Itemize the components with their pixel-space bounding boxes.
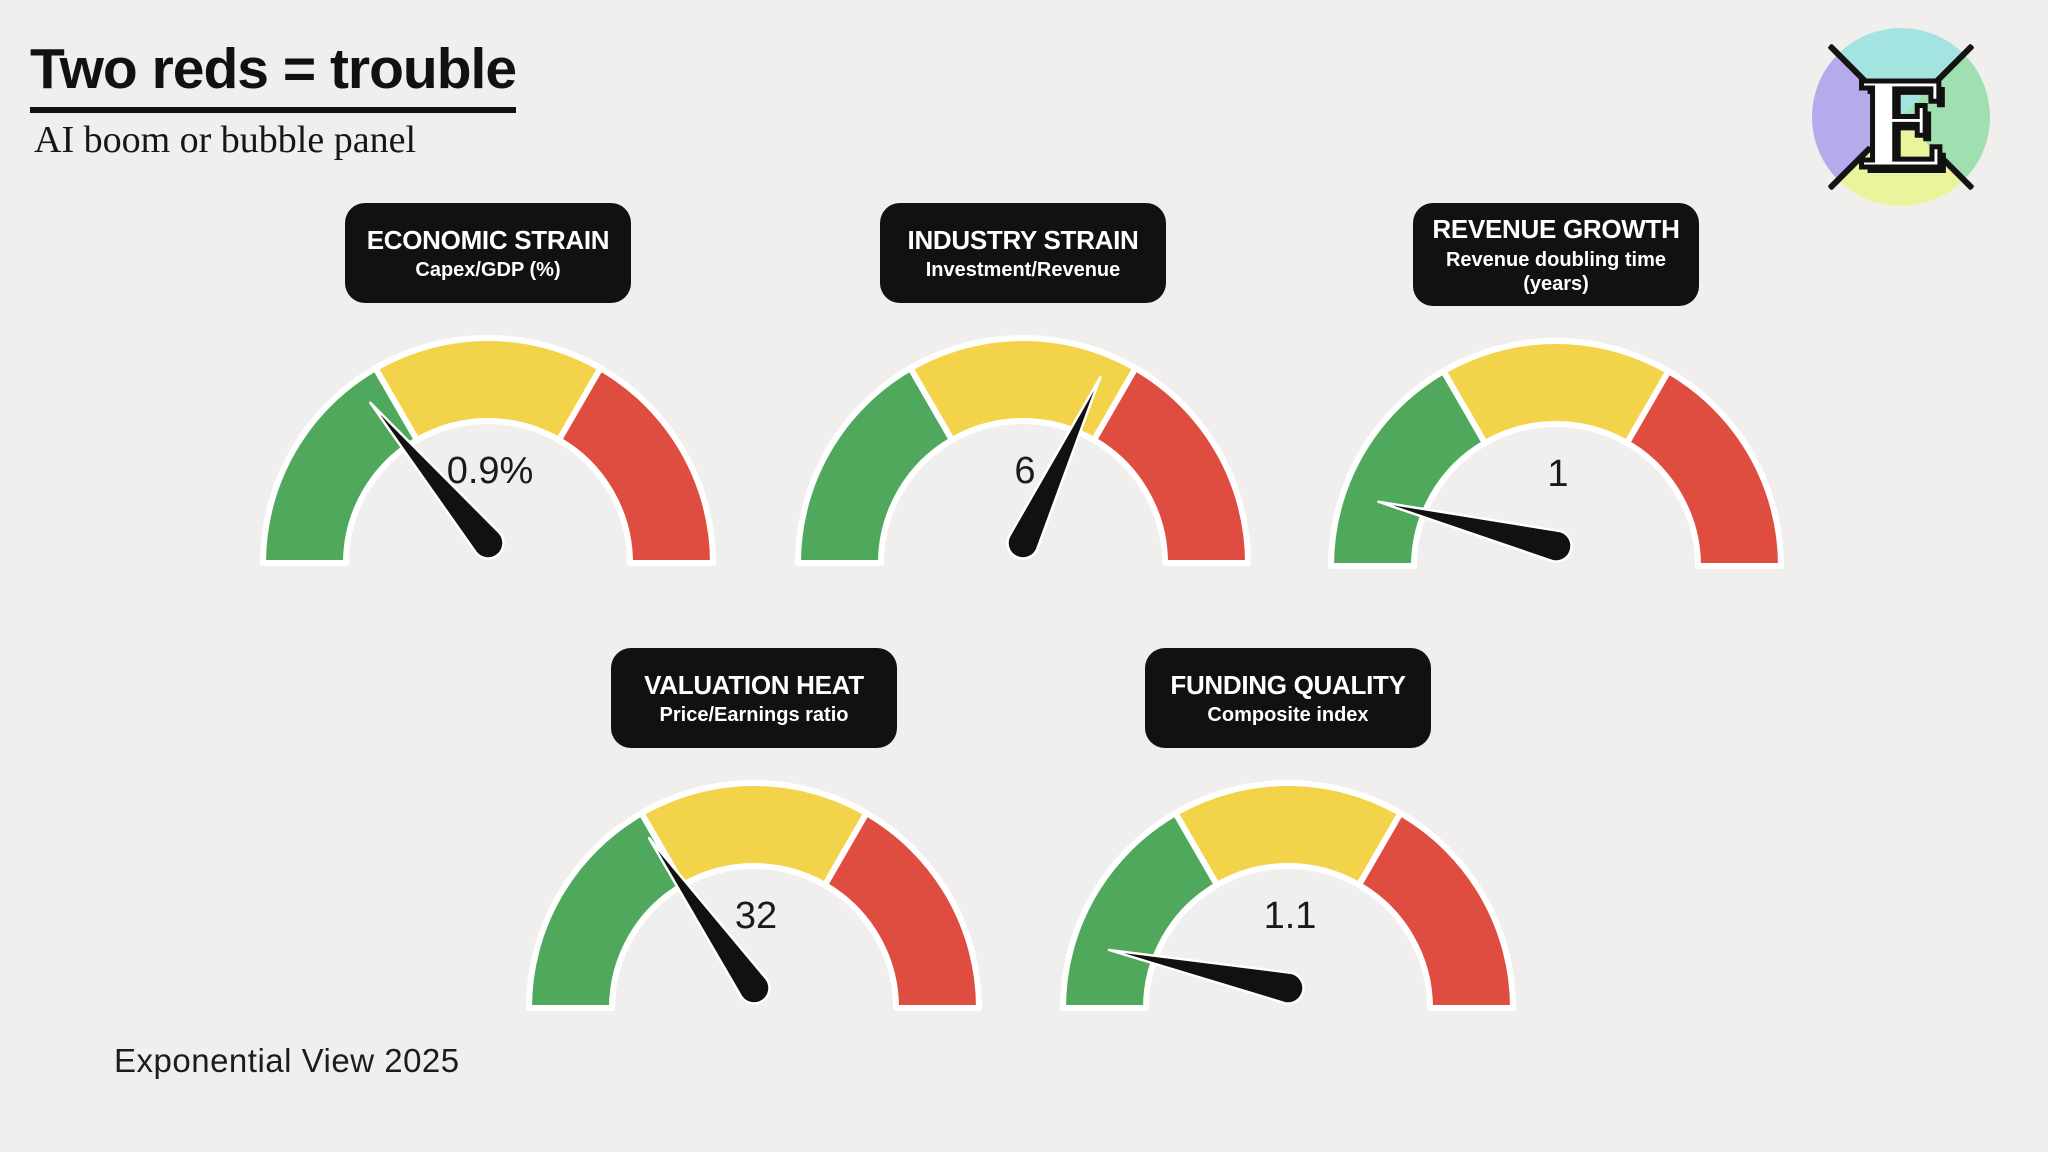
page-title: Two reds = trouble bbox=[30, 36, 517, 113]
gauge-valuation-heat: VALUATION HEAT Price/Earnings ratio 32 bbox=[514, 648, 994, 1030]
gauge-needle bbox=[1377, 499, 1573, 563]
gauge-needle bbox=[1006, 375, 1102, 560]
gauge-revenue-growth: REVENUE GROWTH Revenue doubling time (ye… bbox=[1316, 203, 1796, 588]
logo-letter-e: E bbox=[1854, 53, 1949, 197]
gauge-title: INDUSTRY STRAIN bbox=[907, 224, 1139, 255]
gauge-subtitle: Capex/GDP (%) bbox=[415, 259, 561, 282]
gauge-title: VALUATION HEAT bbox=[644, 669, 864, 700]
gauge-label-box: ECONOMIC STRAIN Capex/GDP (%) bbox=[345, 203, 631, 303]
gauge-needle bbox=[1107, 948, 1305, 1005]
gauge-dial: 32 bbox=[526, 780, 982, 1011]
gauge-industry-strain: INDUSTRY STRAIN Investment/Revenue 6 bbox=[783, 203, 1263, 585]
gauge-segment-red bbox=[822, 810, 982, 1011]
gauge-segment-red bbox=[1624, 367, 1784, 569]
page-subtitle: AI boom or bubble panel bbox=[34, 119, 417, 161]
gauge-value: 1.1 bbox=[1264, 895, 1317, 937]
gauge-subtitle: Composite index bbox=[1207, 704, 1369, 727]
gauge-dial: 1 bbox=[1328, 337, 1784, 569]
gauge-label-box: REVENUE GROWTH Revenue doubling time (ye… bbox=[1413, 203, 1699, 306]
gauge-needle bbox=[369, 401, 505, 560]
gauge-title: ECONOMIC STRAIN bbox=[366, 224, 610, 255]
gauge-value: 32 bbox=[735, 895, 777, 937]
gauge-funding-quality: FUNDING QUALITY Composite index 1.1 bbox=[1048, 648, 1528, 1030]
gauge-value: 0.9% bbox=[447, 450, 534, 492]
gauge-label-box: VALUATION HEAT Price/Earnings ratio bbox=[611, 648, 897, 748]
gauge-subtitle: Investment/Revenue bbox=[925, 259, 1121, 282]
gauge-segment-red bbox=[556, 365, 716, 566]
footer-credit: Exponential View 2025 bbox=[114, 1042, 460, 1079]
gauge-dial: 6 bbox=[795, 335, 1251, 566]
gauge-title: FUNDING QUALITY bbox=[1170, 669, 1406, 700]
gauge-segment-red bbox=[1356, 810, 1516, 1011]
gauge-economic-strain: ECONOMIC STRAIN Capex/GDP (%) 0.9% bbox=[248, 203, 728, 585]
gauge-value: 1 bbox=[1547, 453, 1568, 495]
gauge-dial: 1.1 bbox=[1060, 780, 1516, 1011]
gauge-segment-red bbox=[1091, 365, 1251, 566]
gauge-dial: 0.9% bbox=[260, 335, 716, 566]
gauge-value: 6 bbox=[1014, 450, 1035, 492]
gauge-needle bbox=[647, 836, 771, 1005]
gauge-title: REVENUE GROWTH bbox=[1432, 214, 1680, 244]
gauge-subtitle: Revenue doubling time (years) bbox=[1445, 248, 1667, 295]
gauge-label-box: INDUSTRY STRAIN Investment/Revenue bbox=[880, 203, 1166, 303]
gauge-label-box: FUNDING QUALITY Composite index bbox=[1145, 648, 1431, 748]
gauge-subtitle: Price/Earnings ratio bbox=[659, 704, 849, 727]
exponential-view-logo: E bbox=[1812, 28, 1990, 206]
